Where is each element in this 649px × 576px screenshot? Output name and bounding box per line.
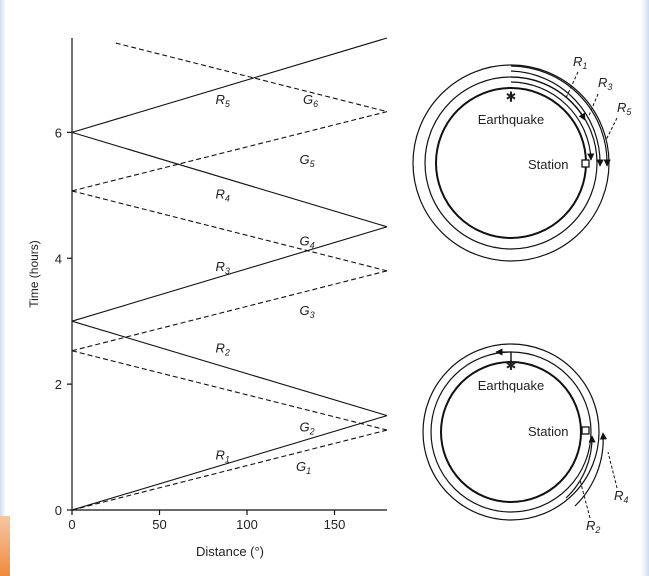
earth-outer-ring [422, 343, 600, 521]
y-tick-label: 4 [55, 251, 62, 266]
station-marker [581, 159, 590, 168]
series-label-r2: R2 [216, 341, 230, 358]
series-line-r3 [71, 226, 388, 322]
station-marker [581, 426, 590, 435]
wave-path-r5 [510, 70, 604, 167]
series-label-g2: G2 [300, 419, 315, 436]
series-label-r5: R5 [216, 92, 231, 109]
y-tick-label: 2 [55, 377, 62, 392]
x-ticks: 0 50 100 150 [68, 510, 345, 532]
x-tick-label: 50 [152, 517, 166, 532]
travel-time-chart: 0 50 100 150 0 2 4 6 R5 G6 G5 R4 G4 R3 G3 R2 G2 R1 G1 Di… [27, 37, 388, 559]
left-edge-shading [0, 0, 6, 576]
label-pointer-r5 [605, 117, 618, 141]
wave-path-r2 [565, 435, 596, 499]
y-ticks: 0 2 4 6 [55, 125, 72, 518]
series-line-g4 [71, 190, 388, 272]
series-label-g3: G3 [300, 303, 315, 320]
x-tick-label: 150 [324, 517, 346, 532]
wave-path-r3 [510, 81, 595, 161]
series-lines [71, 37, 388, 511]
series-line-g5 [71, 111, 388, 192]
earthquake-label: Earthquake [478, 378, 545, 393]
y-tick-label: 6 [55, 125, 62, 140]
arrow-label-r4: R4 [614, 488, 628, 505]
station-label: Station [528, 424, 568, 439]
arrow-label-r1: R1 [573, 54, 587, 71]
corner-accent [0, 516, 10, 576]
arrow-label-r2: R2 [586, 518, 600, 535]
station-label: Station [528, 157, 568, 172]
series-line-r1 [71, 415, 388, 511]
arrow-label-r5: R5 [617, 100, 632, 117]
label-pointer-r2 [579, 479, 591, 519]
x-tick-label: 100 [236, 517, 258, 532]
arrow-label-r3: R3 [598, 75, 612, 92]
wave-path-r1 [510, 76, 586, 121]
series-line-g3 [71, 270, 388, 352]
series-label-g1: G1 [296, 459, 311, 476]
y-axis-label: Time (hours) [27, 240, 41, 308]
x-axis-label: Distance (°) [196, 544, 264, 559]
series-line-r4 [71, 131, 388, 228]
series-line-r5 [71, 37, 388, 133]
earthquake-label: Earthquake [478, 112, 545, 127]
x-tick-label: 0 [68, 517, 75, 532]
series-line-g2 [71, 350, 388, 431]
label-pointer-r3 [587, 93, 599, 119]
series-line-g1 [71, 429, 388, 511]
wave-path-r5b [510, 65, 611, 167]
wave-path-r4 [574, 432, 608, 507]
series-label-r4: R4 [216, 186, 230, 203]
series-label-r3: R3 [216, 259, 230, 276]
series-line-g6 [115, 42, 388, 113]
series-label-r1: R1 [216, 448, 230, 465]
label-pointer-r4 [607, 451, 618, 489]
earthquake-star-icon: ✱ [506, 358, 517, 373]
series-label-g5: G5 [300, 152, 316, 169]
series-label-g6: G6 [303, 92, 318, 109]
y-tick-label: 0 [55, 503, 62, 518]
earth-diagram-top: ✱ Earthquake Station R1 R3 R5 [412, 54, 632, 262]
right-edge-shading [641, 0, 649, 576]
earth-diagram-bottom: ✱ Earthquake Station R2 R4 [422, 343, 628, 535]
series-line-r2 [71, 320, 388, 417]
series-labels: R5 G6 G5 R4 G4 R3 G3 R2 G2 R1 G1 [216, 92, 319, 476]
series-label-g4: G4 [300, 234, 315, 251]
